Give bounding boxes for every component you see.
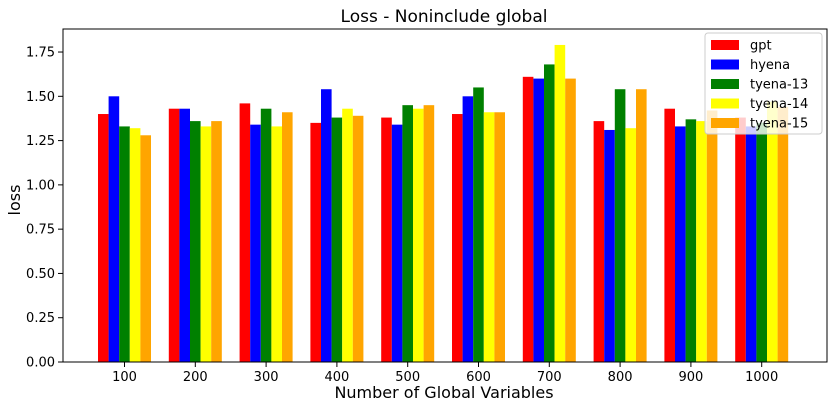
bar-gpt-200	[168, 108, 180, 362]
bar-hyena-400	[321, 89, 332, 363]
bar-tyena-13-1000	[756, 122, 767, 363]
x-axis-label: Number of Global Variables	[334, 383, 553, 402]
bar-gpt-500	[381, 117, 392, 362]
bar-gpt-700	[522, 76, 534, 363]
bar-tyena-14-900	[696, 121, 707, 362]
bar-gpt-300	[239, 103, 251, 362]
y-tick-label: 0.50	[26, 267, 55, 282]
bar-tyena-13-500	[402, 105, 413, 363]
legend-swatch-gpt	[711, 40, 739, 50]
x-tick-label: 100	[112, 370, 137, 385]
x-axis-ticks: 100 200 300 400 500 600 700 800 900 1000	[112, 362, 778, 385]
bar-tyena-14-800	[625, 128, 636, 362]
legend-swatch-hyena	[711, 59, 739, 70]
x-tick-label: 400	[324, 370, 349, 385]
bar-tyena-13-100	[119, 126, 130, 362]
legend-label-tyena-15: tyena-15	[750, 117, 808, 132]
bar-tyena-15-300	[282, 112, 293, 362]
y-tick-label: 0.75	[26, 223, 55, 238]
y-axis-label: loss	[5, 185, 24, 216]
legend-box	[704, 32, 823, 135]
legend-swatch-tyena-13	[711, 79, 739, 89]
x-tick-label: 1000	[745, 370, 778, 385]
bar-hyena-900	[675, 126, 686, 362]
bar-tyena-15-100	[140, 135, 151, 362]
x-tick-label: 200	[183, 370, 208, 385]
bar-tyena-15-200	[211, 121, 222, 362]
bar-tyena-14-700	[554, 44, 566, 362]
x-tick-label: 500	[395, 370, 420, 385]
bar-tyena-14-500	[413, 108, 424, 362]
bar-tyena-15-1000	[777, 106, 789, 362]
y-axis-ticks: 0.00 0.25 0.50 0.75 1.00 1.25 1.50 1.75	[26, 46, 63, 371]
legend-swatch-tyena-15	[711, 118, 739, 128]
bar-hyena-600	[462, 96, 474, 363]
bar-gpt-800	[593, 121, 605, 362]
bar-gpt-600	[452, 114, 463, 363]
bar-tyena-15-700	[565, 78, 576, 363]
y-tick-label: 1.75	[26, 46, 55, 61]
bar-hyena-700	[533, 78, 544, 363]
legend: gpt hyena tyena-13 tyena-14 tyena-15	[704, 32, 823, 135]
bar-tyena-15-900	[706, 110, 718, 362]
bar-tyena-14-100	[129, 128, 141, 362]
plot-frame	[62, 28, 828, 363]
x-tick-label: 700	[537, 370, 562, 385]
bar-tyena-14-300	[271, 126, 282, 362]
legend-label-tyena-14: tyena-14	[750, 97, 808, 112]
bar-tyena-14-200	[200, 126, 212, 362]
chart-title: Loss - Noninclude global	[341, 7, 548, 27]
bar-tyena-14-1000	[767, 101, 778, 362]
bar-gpt-100	[98, 114, 109, 363]
bar-tyena-14-400	[342, 108, 353, 362]
bar-tyena-13-400	[331, 117, 343, 362]
x-tick-label: 300	[254, 370, 279, 385]
y-tick-label: 1.50	[26, 90, 55, 105]
legend-swatch-tyena-14	[711, 98, 739, 109]
bar-gpt-400	[310, 122, 321, 363]
bar-tyena-15-600	[494, 112, 505, 362]
bars	[98, 44, 789, 363]
bar-hyena-100	[108, 96, 120, 363]
bar-gpt-900	[664, 108, 675, 362]
legend-label-hyena: hyena	[750, 58, 790, 73]
bar-tyena-13-900	[685, 119, 697, 362]
x-tick-label: 800	[608, 370, 633, 385]
bar-tyena-13-700	[544, 64, 555, 362]
bar-hyena-800	[604, 129, 615, 362]
bar-hyena-300	[250, 124, 261, 363]
bar-tyena-13-300	[260, 108, 272, 362]
legend-label-gpt: gpt	[750, 39, 772, 54]
legend-label-tyena-13: tyena-13	[750, 78, 808, 93]
y-tick-label: 1.00	[26, 178, 55, 193]
x-tick-label: 900	[678, 370, 703, 385]
bar-tyena-15-500	[423, 105, 435, 363]
bar-tyena-15-800	[636, 89, 647, 363]
bar-hyena-500	[391, 124, 403, 363]
y-tick-label: 1.25	[26, 134, 55, 149]
bar-hyena-1000	[745, 126, 757, 362]
bar-tyena-13-600	[473, 87, 484, 363]
bar-hyena-200	[179, 108, 190, 362]
y-tick-label: 0.00	[26, 356, 55, 371]
bar-gpt-1000	[735, 117, 746, 362]
bar-tyena-13-200	[190, 121, 201, 362]
bar-tyena-13-800	[614, 89, 626, 363]
x-tick-label: 600	[466, 370, 491, 385]
bar-tyena-15-400	[352, 115, 364, 362]
bar-tyena-14-600	[483, 112, 495, 362]
y-tick-label: 0.25	[26, 311, 55, 326]
